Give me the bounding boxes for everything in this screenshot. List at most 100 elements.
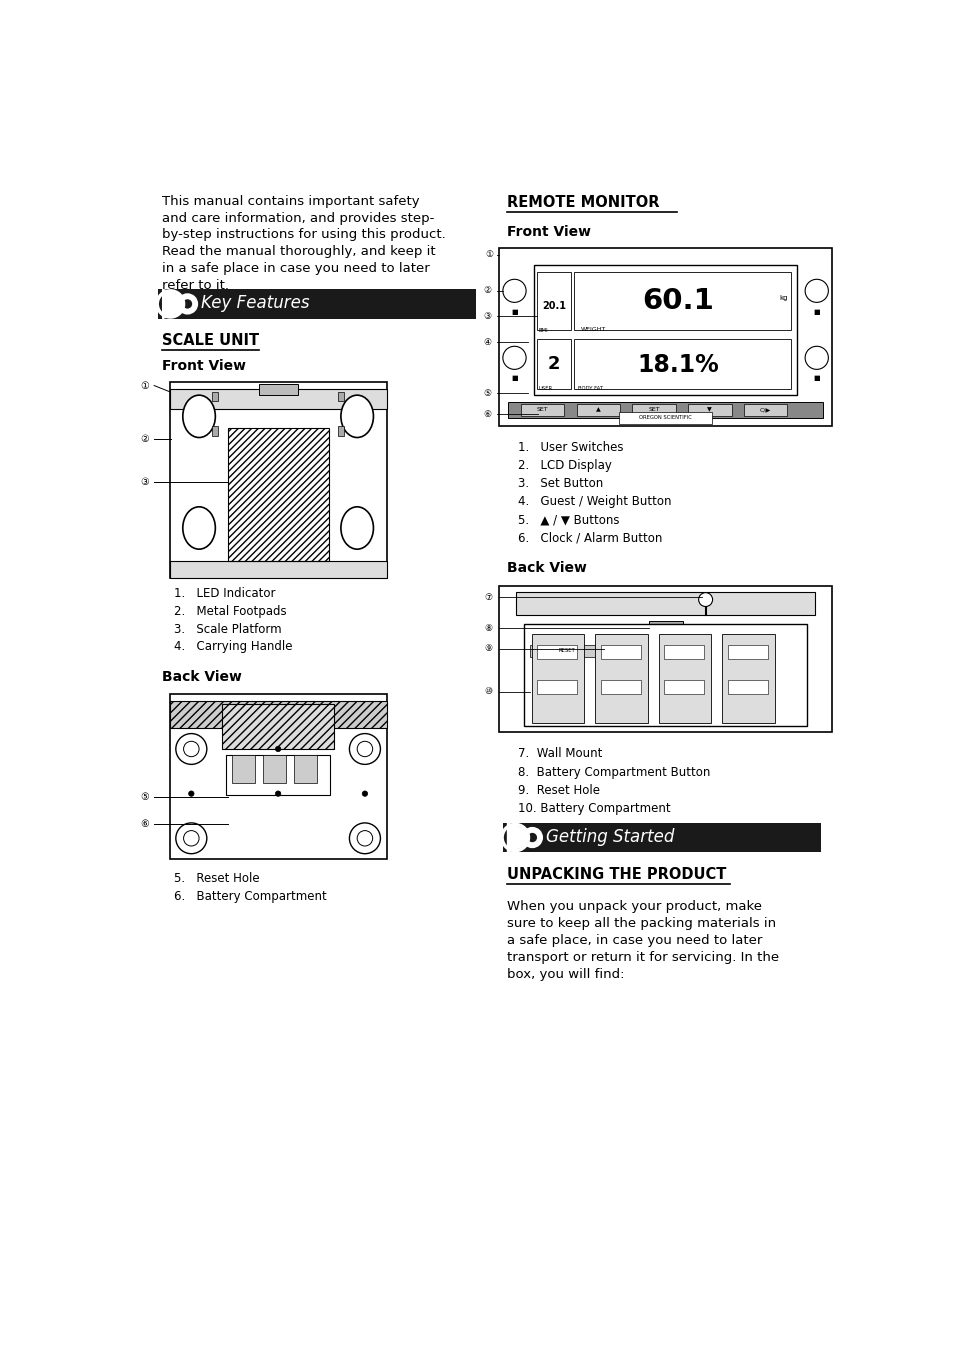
Text: 20.1: 20.1 — [541, 300, 565, 311]
Circle shape — [275, 746, 280, 752]
Text: REMOTE MONITOR: REMOTE MONITOR — [506, 195, 659, 210]
Bar — [170, 694, 386, 859]
Text: a safe place, in case you need to later: a safe place, in case you need to later — [506, 934, 761, 946]
Bar — [498, 585, 831, 731]
Text: 2.   LCD Display: 2. LCD Display — [517, 460, 612, 472]
Text: USER: USER — [537, 387, 552, 391]
Text: ▼: ▼ — [707, 407, 712, 412]
Text: SET: SET — [536, 407, 548, 412]
Circle shape — [275, 791, 280, 796]
Text: ③: ③ — [140, 477, 149, 487]
Bar — [537, 272, 571, 330]
Bar — [574, 272, 790, 330]
Text: ▲: ▲ — [596, 407, 600, 412]
Polygon shape — [507, 823, 528, 852]
Bar — [228, 427, 328, 561]
Bar — [170, 561, 386, 579]
Bar — [599, 645, 640, 658]
Text: 1.   LED Indicator: 1. LED Indicator — [173, 587, 274, 600]
Ellipse shape — [340, 395, 373, 438]
Bar — [516, 592, 815, 615]
Bar — [727, 645, 767, 658]
Text: 2: 2 — [547, 356, 559, 373]
Text: 9.  Reset Hole: 9. Reset Hole — [517, 784, 599, 796]
Text: 10. Battery Compartment: 10. Battery Compartment — [517, 802, 670, 815]
Text: Getting Started: Getting Started — [545, 827, 673, 846]
Text: 5.   ▲ / ▼ Buttons: 5. ▲ / ▼ Buttons — [517, 514, 619, 526]
Text: refer to it.: refer to it. — [162, 280, 229, 292]
Text: 3.   Set Button: 3. Set Button — [517, 477, 603, 491]
Text: C/▶: C/▶ — [760, 407, 770, 412]
Ellipse shape — [340, 507, 373, 549]
Bar — [721, 634, 774, 723]
Bar — [663, 645, 703, 658]
Text: kg: kg — [779, 295, 787, 301]
Text: WEIGHT: WEIGHT — [579, 327, 605, 333]
Text: ②: ② — [483, 287, 491, 295]
Text: by-step instructions for using this product.: by-step instructions for using this prod… — [162, 228, 445, 242]
Text: 8.  Battery Compartment Button: 8. Battery Compartment Button — [517, 765, 710, 779]
Bar — [212, 426, 218, 435]
Text: ③: ③ — [483, 312, 491, 320]
Circle shape — [175, 734, 207, 764]
Text: Front View: Front View — [506, 226, 590, 239]
Bar — [258, 384, 297, 395]
Text: in a safe place in case you need to later: in a safe place in case you need to late… — [162, 262, 429, 276]
Bar — [294, 756, 316, 783]
Text: 4.   Carrying Handle: 4. Carrying Handle — [173, 641, 292, 653]
Text: ⑨: ⑨ — [483, 645, 492, 653]
Text: 18.1%: 18.1% — [637, 353, 719, 377]
Bar — [226, 756, 330, 795]
Bar — [212, 392, 218, 402]
Circle shape — [522, 829, 541, 846]
Text: sure to keep all the packing materials in: sure to keep all the packing materials i… — [506, 917, 775, 930]
Bar — [599, 680, 640, 694]
Bar — [743, 404, 786, 415]
Text: Back View: Back View — [506, 561, 586, 575]
Text: ⑥: ⑥ — [140, 819, 149, 829]
Polygon shape — [162, 289, 183, 319]
Text: ■: ■ — [511, 375, 517, 381]
Text: Key Features: Key Features — [200, 295, 309, 312]
Bar — [523, 625, 806, 726]
Circle shape — [189, 791, 193, 796]
Text: ⑦: ⑦ — [483, 592, 492, 602]
Circle shape — [526, 831, 537, 842]
Bar — [337, 392, 344, 402]
Bar — [537, 680, 577, 694]
Circle shape — [804, 346, 827, 369]
Text: 2.   Metal Footpads: 2. Metal Footpads — [173, 604, 286, 618]
Text: 60.1: 60.1 — [641, 287, 714, 315]
Ellipse shape — [183, 507, 215, 549]
Text: transport or return it for servicing. In the: transport or return it for servicing. In… — [506, 950, 778, 964]
Text: 7.  Wall Mount: 7. Wall Mount — [517, 748, 602, 760]
Bar — [618, 412, 711, 425]
Text: 5.   Reset Hole: 5. Reset Hole — [173, 872, 259, 886]
Text: 1.   User Switches: 1. User Switches — [517, 441, 623, 454]
Text: SCALE UNIT: SCALE UNIT — [162, 333, 258, 349]
FancyBboxPatch shape — [158, 289, 476, 319]
FancyBboxPatch shape — [502, 823, 820, 852]
Text: and care information, and provides step-: and care information, and provides step- — [162, 211, 434, 224]
Bar — [337, 426, 344, 435]
Text: ⑥: ⑥ — [483, 410, 491, 419]
Text: ⑤: ⑤ — [140, 792, 149, 803]
Circle shape — [362, 791, 367, 796]
Text: Back View: Back View — [162, 671, 241, 684]
Bar — [262, 756, 286, 783]
Bar — [687, 404, 731, 415]
Text: ■: ■ — [813, 308, 820, 315]
Bar — [658, 634, 711, 723]
Text: UNPACKING THE PRODUCT: UNPACKING THE PRODUCT — [506, 867, 725, 882]
Text: Front View: Front View — [162, 358, 246, 373]
Bar — [520, 404, 563, 415]
Text: ■: ■ — [813, 375, 820, 381]
Bar — [663, 680, 703, 694]
Text: ⑧: ⑧ — [483, 623, 492, 633]
Bar — [498, 249, 831, 426]
Text: When you unpack your product, make: When you unpack your product, make — [506, 900, 760, 913]
Circle shape — [502, 280, 525, 303]
Text: BMI: BMI — [537, 327, 548, 333]
Text: SET: SET — [647, 407, 659, 412]
Circle shape — [175, 823, 207, 853]
